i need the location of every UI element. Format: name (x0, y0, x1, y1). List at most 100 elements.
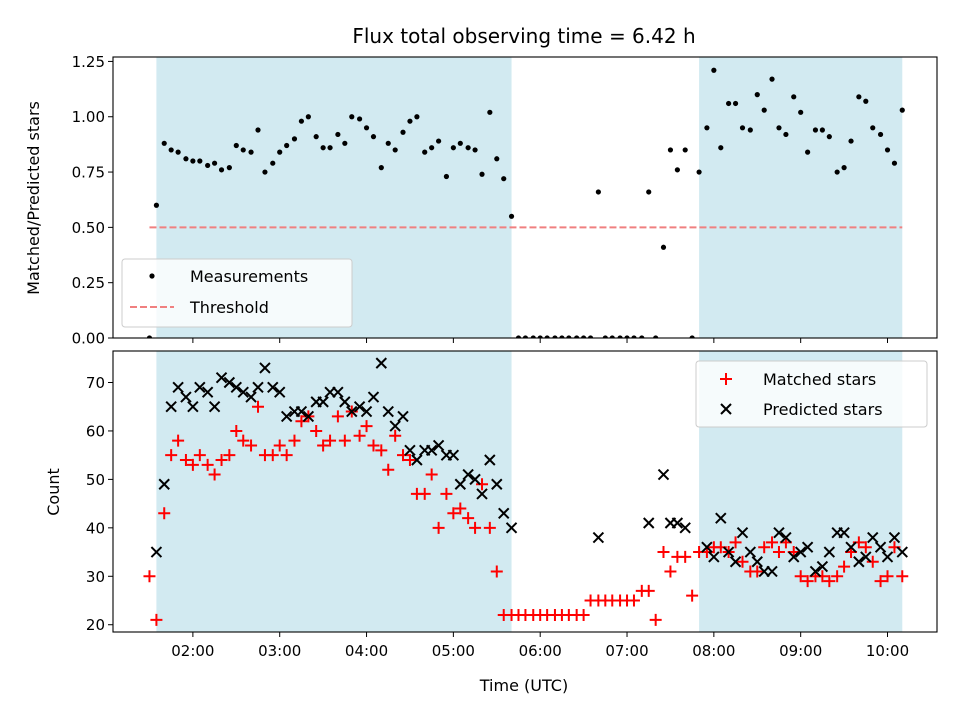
measurements-point (313, 134, 319, 140)
y-tick-label: 0.00 (72, 330, 105, 348)
y-tick-label: 60 (86, 422, 105, 440)
measurements-point (689, 335, 695, 338)
matched-stars-point (686, 589, 699, 602)
observing-band (699, 57, 903, 338)
x-tick-label: 09:00 (779, 642, 822, 660)
measurements-point (891, 160, 898, 166)
legend-measurements-label: Measurements (190, 267, 308, 286)
measurements-point (646, 189, 652, 195)
predicted-stars-point (708, 551, 720, 563)
matched-stars-point (237, 434, 250, 447)
predicted-stars-point (259, 362, 271, 374)
measurements-point (400, 129, 406, 135)
measurements-point (305, 114, 311, 120)
measurements-point (754, 92, 760, 98)
matched-stars-point (397, 449, 410, 462)
matched-stars-point (801, 575, 814, 588)
measurements-point (552, 335, 558, 338)
predicted-stars-point (505, 522, 518, 534)
measurements-point (501, 176, 507, 182)
matched-stars-point (664, 565, 677, 578)
matched-stars-point (627, 594, 640, 607)
matched-stars-point (476, 478, 489, 491)
predicted-stars-point (671, 517, 684, 529)
measurements-point (422, 149, 428, 155)
measurements-point (812, 127, 819, 133)
predicted-stars-point (823, 546, 836, 558)
measurements-point (327, 145, 333, 151)
matched-stars-point (679, 550, 692, 563)
predicted-stars-point (794, 546, 807, 558)
matched-stars-point (432, 521, 445, 534)
predicted-stars-point (346, 405, 358, 418)
matched-stars-point (295, 415, 308, 428)
matched-stars-point (245, 439, 258, 452)
matched-stars-point (736, 555, 749, 568)
predicted-stars-point (411, 454, 423, 466)
count-plot-frame (112, 350, 938, 633)
measurements-point (624, 335, 630, 338)
measurements-point (494, 156, 500, 162)
measurements-point (190, 158, 196, 164)
measurements-point (472, 147, 478, 153)
matched-stars-point (490, 565, 503, 578)
measurements-point (385, 140, 391, 146)
measurements-point (298, 118, 305, 124)
predicted-stars-point (751, 556, 763, 568)
matched-stars-point (215, 454, 228, 467)
predicted-stars-point (874, 541, 887, 553)
predicted-stars-point (860, 551, 872, 563)
measurements-point (277, 149, 283, 155)
legend-predicted-marker (720, 403, 732, 415)
measurements-point (443, 173, 450, 180)
matched-stars-point (165, 449, 178, 462)
predicted-stars-point (809, 565, 822, 578)
matched-stars-point (158, 507, 171, 520)
matched-stars-point (353, 429, 366, 442)
measurements-point (834, 169, 840, 175)
x-tick-label: 10:00 (866, 642, 909, 660)
matched-stars-point (208, 468, 221, 481)
y-tick-label: 50 (86, 471, 105, 489)
y-tick-label: 20 (86, 616, 105, 634)
measurements-point (161, 140, 167, 146)
x-tick-label: 06:00 (519, 642, 562, 660)
observing-band (156, 351, 512, 632)
ratio-plot-frame (112, 56, 938, 339)
matched-stars-point (440, 487, 453, 500)
matched-stars-point (324, 434, 337, 447)
matched-stars-point (896, 570, 909, 583)
measurements-point (682, 147, 688, 153)
predicted-stars-point (194, 381, 206, 394)
measurements-point (226, 165, 232, 171)
predicted-stars-point (397, 410, 409, 423)
legend-matched-marker (720, 373, 732, 385)
matched-stars-point (201, 458, 214, 471)
measurements-point (465, 145, 471, 151)
ratio-plot: 0.00 0.25 0.50 0.75 1.00 1.25 Matched/Predict… (24, 53, 938, 348)
count-legend: Matched stars Predicted stars (695, 360, 928, 428)
matched-stars-point (823, 575, 836, 588)
measurements-point (732, 100, 739, 107)
measurements-point (168, 147, 174, 153)
measurements-point (841, 165, 847, 171)
y-tick-label: 30 (86, 568, 105, 586)
measurements-point (284, 142, 290, 149)
measurements-point (574, 335, 580, 338)
legend-predicted-label: Predicted stars (763, 400, 883, 419)
measurements-point (791, 94, 797, 100)
measurements-point (335, 131, 341, 138)
predicted-stars-point (274, 386, 286, 398)
measurements-point (522, 335, 529, 338)
matched-stars-point (186, 458, 199, 471)
predicted-stars-point (280, 410, 293, 423)
predicted-stars-point (773, 526, 785, 539)
ratio-legend: Measurements Threshold (121, 258, 353, 328)
predicted-stars-point (679, 522, 691, 534)
matched-stars-point (230, 424, 243, 437)
y-tick-label: 0.75 (72, 164, 105, 182)
predicted-stars-point (389, 420, 401, 432)
matched-stars-point (794, 570, 807, 583)
measurements-point (870, 125, 876, 131)
